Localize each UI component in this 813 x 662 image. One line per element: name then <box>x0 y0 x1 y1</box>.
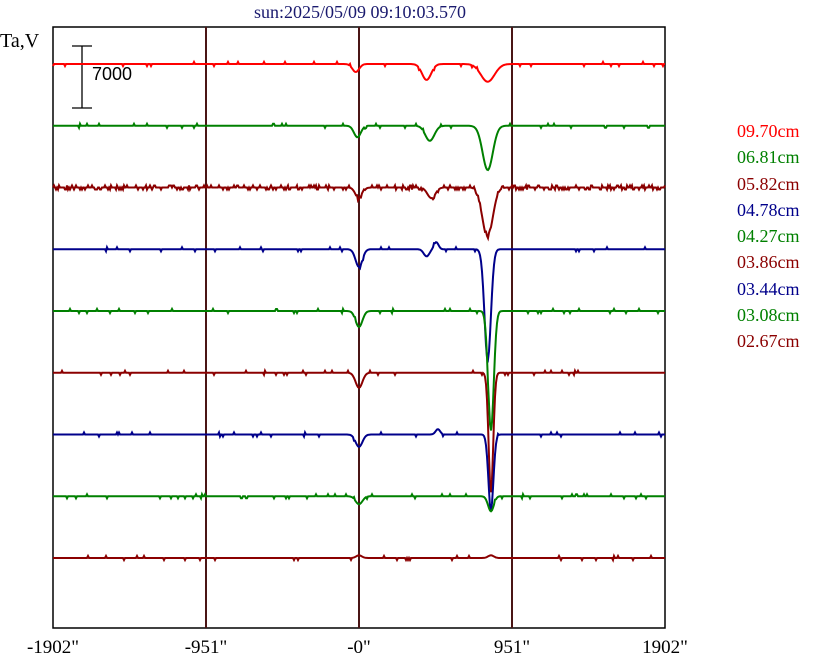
trace-04.78cm <box>53 241 665 364</box>
trace-03.44cm <box>53 428 665 511</box>
trace-03.08cm <box>53 491 665 513</box>
legend-item-05.82cm: 05.82cm <box>737 173 800 194</box>
x-tick-label: -1902" <box>26 637 80 658</box>
x-tick-label: -951" <box>184 637 228 658</box>
legend-item-03.86cm: 03.86cm <box>737 252 800 273</box>
legend-item-04.27cm: 04.27cm <box>737 226 800 247</box>
x-tick-label: -0" <box>347 637 371 658</box>
legend: 09.70cm 06.81cm 05.82cm 04.78cm 04.27cm 03.86… <box>737 118 800 355</box>
trace-04.27cm <box>53 306 665 431</box>
trace-03.86cm <box>53 367 665 493</box>
legend-item-02.67cm: 02.67cm <box>737 331 800 352</box>
trace-05.82cm <box>52 182 666 242</box>
y-axis-label: Ta,V <box>0 30 40 52</box>
legend-item-04.78cm: 04.78cm <box>737 199 800 220</box>
x-tick-label: 951" <box>493 637 531 658</box>
chart-title: sun:2025/05/09 09:10:03.570 <box>253 2 466 22</box>
trace-09.70cm <box>52 59 665 83</box>
legend-item-09.70cm: 09.70cm <box>737 121 800 141</box>
x-tick-label: 1902" <box>642 637 688 658</box>
trace-06.81cm <box>53 120 665 172</box>
legend-item-03.08cm: 03.08cm <box>737 305 800 326</box>
scale-bar-label: 7000 <box>92 64 133 84</box>
legend-item-06.81cm: 06.81cm <box>737 147 800 168</box>
trace-02.67cm <box>53 553 665 563</box>
legend-item-03.44cm: 03.44cm <box>737 278 800 299</box>
